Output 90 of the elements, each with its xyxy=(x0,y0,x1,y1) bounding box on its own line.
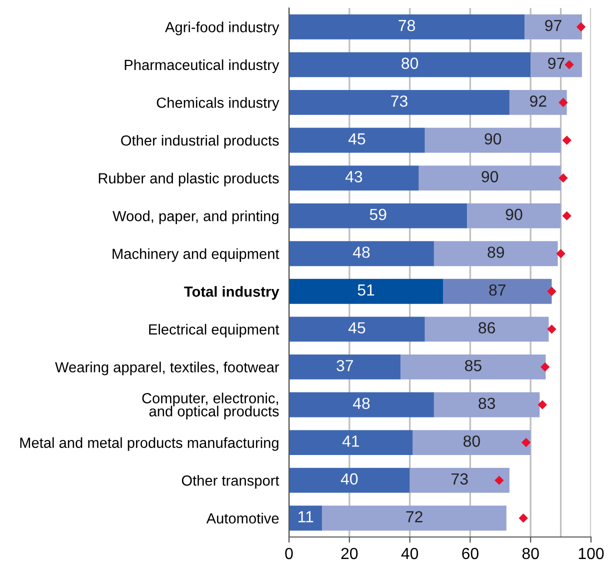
bar xyxy=(443,278,552,304)
y-tick-label: Electrical equipment xyxy=(149,324,280,338)
data-label: 48 xyxy=(352,246,370,258)
y-tick-label: Machinery and equipment xyxy=(112,248,280,262)
bar xyxy=(400,354,546,380)
bar xyxy=(424,128,561,153)
bar xyxy=(289,166,419,191)
x-tick-label: 100 xyxy=(578,548,604,560)
total-label: 72 xyxy=(406,511,422,522)
point xyxy=(556,249,566,258)
bar xyxy=(289,430,413,456)
total-label: 73 xyxy=(452,473,468,485)
point xyxy=(494,476,504,485)
point xyxy=(538,400,547,410)
bar xyxy=(289,354,401,380)
total-label: 97 xyxy=(548,58,564,69)
data-label: 78 xyxy=(398,20,415,32)
y-tick-label: Metal and metal products manufacturing xyxy=(20,437,278,451)
point xyxy=(547,286,556,296)
bar xyxy=(410,468,510,493)
bar xyxy=(418,166,561,191)
y-tick-label: Computer, electronic, and optical products xyxy=(142,392,279,420)
total-label: 87 xyxy=(489,284,506,296)
point xyxy=(562,136,572,145)
data-label: 41 xyxy=(342,436,360,447)
x-tick-label: 20 xyxy=(341,548,358,560)
point xyxy=(576,22,586,32)
y-tick-label: Agri-food industry xyxy=(165,22,280,36)
point xyxy=(558,98,568,108)
point xyxy=(547,324,556,334)
total-label: 90 xyxy=(484,133,502,145)
point xyxy=(540,362,550,372)
data-label: 11 xyxy=(298,511,314,522)
total-label: 86 xyxy=(478,322,495,334)
bar xyxy=(467,203,561,228)
x-tick-label: 80 xyxy=(522,548,539,560)
bar xyxy=(322,506,506,531)
bar xyxy=(434,241,558,266)
y-tick-label: Pharmaceutical industry xyxy=(124,59,280,73)
data-label: 51 xyxy=(358,284,374,296)
x-tick-label: 40 xyxy=(401,548,418,560)
bar xyxy=(289,128,425,153)
y-tick-label: Wood, paper, and printing xyxy=(112,210,278,224)
y-tick-label: Automotive xyxy=(206,512,279,524)
data-label: 37 xyxy=(336,360,353,372)
y-tick-label: Rubber and plastic products xyxy=(98,172,279,186)
x-tick-label: 0 xyxy=(285,548,293,560)
bar xyxy=(424,316,549,342)
total-label: 90 xyxy=(482,171,498,182)
point xyxy=(564,60,574,70)
y-tick-label: Wearing apparel, textiles, footwear xyxy=(55,362,280,376)
data-label: 48 xyxy=(352,398,370,410)
y-tick-label: Other industrial products xyxy=(121,134,279,149)
point xyxy=(521,438,531,448)
bar xyxy=(289,90,510,115)
point xyxy=(518,514,528,523)
bar xyxy=(289,14,525,40)
x-tick-label: 60 xyxy=(462,548,478,560)
total-label: 80 xyxy=(464,436,480,447)
y-tick-label: Chemicals industry xyxy=(156,97,280,111)
bar xyxy=(289,468,410,493)
data-label: 43 xyxy=(345,171,362,182)
point xyxy=(558,173,568,183)
total-label: 97 xyxy=(545,20,562,32)
data-label: 45 xyxy=(348,133,366,145)
bar xyxy=(509,90,567,115)
bar xyxy=(530,52,582,78)
bar xyxy=(289,316,425,342)
total-label: 92 xyxy=(530,95,546,107)
bar xyxy=(289,392,434,418)
bar xyxy=(412,430,531,456)
total-label: 85 xyxy=(465,360,482,372)
bar xyxy=(434,392,540,418)
y-tick-label: Other transport xyxy=(182,475,280,489)
data-label: 45 xyxy=(348,322,366,334)
bar xyxy=(289,52,531,78)
data-label: 80 xyxy=(402,58,418,69)
data-label: 73 xyxy=(391,95,408,107)
y-tick-label: Total industry xyxy=(184,286,280,300)
bar xyxy=(289,203,468,228)
bar xyxy=(289,278,444,304)
total-label: 83 xyxy=(478,398,495,410)
point xyxy=(562,211,572,220)
data-label: 40 xyxy=(340,473,358,485)
bar xyxy=(289,506,322,531)
bar xyxy=(524,14,582,40)
total-label: 90 xyxy=(506,208,522,220)
bar xyxy=(289,241,434,266)
data-label: 59 xyxy=(370,208,386,220)
total-label: 89 xyxy=(488,246,504,258)
